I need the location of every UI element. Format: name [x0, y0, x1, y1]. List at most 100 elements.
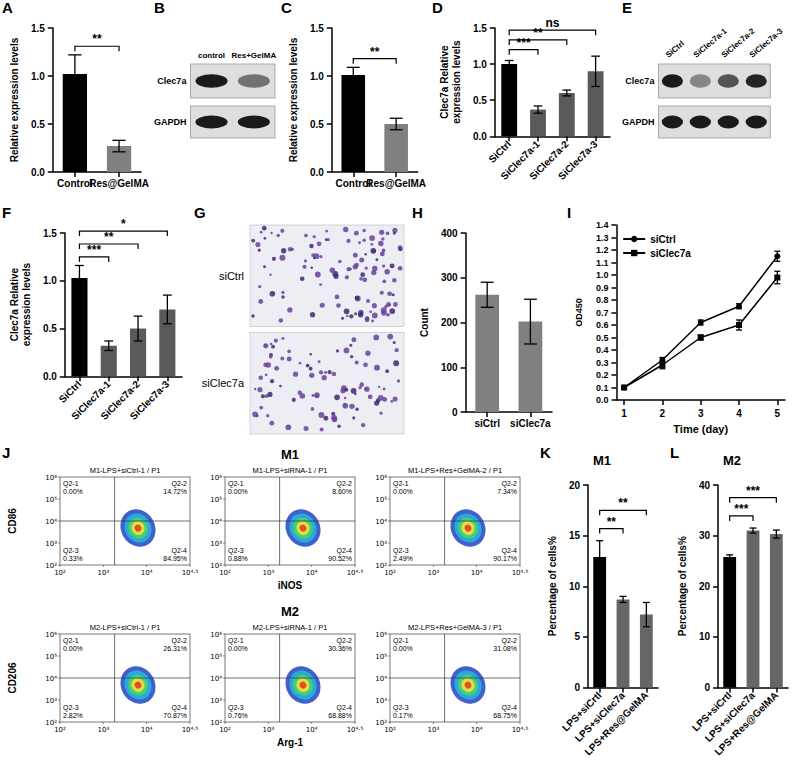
svg-text:0.6: 0.6: [596, 320, 609, 330]
svg-text:10⁴·⁵: 10⁴·⁵: [347, 569, 364, 577]
svg-text:Arg-1: Arg-1: [277, 737, 304, 748]
svg-text:30.36%: 30.36%: [328, 645, 352, 652]
svg-text:1.0: 1.0: [473, 59, 487, 70]
svg-text:0.00%: 0.00%: [63, 645, 83, 652]
svg-text:100: 100: [441, 362, 458, 373]
svg-text:Clec7a: Clec7a: [157, 76, 187, 86]
svg-text:10: 10: [699, 631, 711, 642]
svg-text:***: ***: [87, 243, 101, 257]
svg-text:14.72%: 14.72%: [163, 488, 187, 495]
svg-text:30: 30: [699, 530, 711, 541]
svg-text:siCtrl: siCtrl: [474, 418, 500, 429]
svg-text:SiClec7a-3: SiClec7a-3: [748, 26, 785, 59]
svg-text:90.17%: 90.17%: [493, 555, 517, 562]
svg-text:10⁴: 10⁴: [375, 518, 387, 526]
svg-text:10²: 10²: [210, 562, 222, 570]
svg-text:300: 300: [441, 272, 458, 283]
svg-text:0.00%: 0.00%: [63, 488, 83, 495]
svg-text:8.60%: 8.60%: [332, 488, 352, 495]
svg-text:Q2-4: Q2-4: [336, 547, 352, 555]
svg-text:Relative expression levels: Relative expression levels: [288, 37, 299, 162]
svg-text:Q2-4: Q2-4: [501, 547, 517, 555]
svg-text:0.5: 0.5: [596, 333, 609, 343]
svg-text:10⁴·⁵: 10⁴·⁵: [182, 569, 199, 577]
svg-text:0.00%: 0.00%: [228, 645, 248, 652]
svg-text:10²: 10²: [384, 726, 396, 734]
svg-text:expression levels: expression levels: [451, 40, 462, 124]
svg-text:10⁶: 10⁶: [375, 631, 387, 639]
svg-text:**: **: [92, 32, 102, 46]
svg-text:Q2-2: Q2-2: [501, 637, 517, 645]
svg-text:10²: 10²: [384, 569, 396, 577]
svg-text:10⁵: 10⁵: [375, 496, 387, 504]
svg-text:1.4: 1.4: [596, 220, 609, 230]
svg-text:10⁵: 10⁵: [45, 653, 57, 661]
svg-text:1.0: 1.0: [31, 71, 45, 82]
svg-text:Q2-1: Q2-1: [228, 480, 244, 488]
svg-text:7.34%: 7.34%: [497, 488, 517, 495]
svg-text:LPS+Res@GelMA: LPS+Res@GelMA: [582, 690, 650, 758]
svg-text:CD206: CD206: [7, 662, 18, 694]
svg-text:0: 0: [704, 682, 710, 693]
svg-text:0.17%: 0.17%: [393, 712, 413, 719]
svg-text:0.9: 0.9: [596, 283, 609, 293]
svg-text:Clec7a: Clec7a: [625, 76, 655, 86]
svg-text:0.5: 0.5: [31, 119, 45, 130]
svg-text:Q2-4: Q2-4: [501, 704, 517, 712]
svg-text:Control: Control: [57, 178, 93, 189]
svg-text:10⁵: 10⁵: [45, 496, 57, 504]
svg-text:0.0: 0.0: [43, 371, 57, 382]
svg-text:0.8: 0.8: [596, 295, 609, 305]
svg-text:2.49%: 2.49%: [393, 555, 413, 562]
svg-text:90.52%: 90.52%: [328, 555, 352, 562]
svg-text:**: **: [533, 26, 543, 40]
svg-text:400: 400: [441, 228, 458, 239]
svg-text:84.95%: 84.95%: [163, 555, 187, 562]
svg-text:siClec7a: siClec7a: [202, 377, 245, 389]
svg-text:68.88%: 68.88%: [328, 712, 352, 719]
svg-text:Q2-2: Q2-2: [336, 480, 352, 488]
svg-text:20: 20: [569, 480, 581, 491]
svg-text:GAPDH: GAPDH: [154, 117, 187, 127]
svg-text:Q2-2: Q2-2: [171, 637, 187, 645]
svg-text:10⁴: 10⁴: [306, 726, 318, 734]
svg-text:0.0: 0.0: [473, 131, 487, 142]
svg-text:10⁴: 10⁴: [471, 569, 483, 577]
svg-text:**: **: [607, 515, 617, 529]
svg-text:10²: 10²: [54, 726, 66, 734]
svg-text:GAPDH: GAPDH: [622, 117, 655, 127]
svg-text:Q2-1: Q2-1: [228, 637, 244, 645]
svg-text:68.75%: 68.75%: [493, 712, 517, 719]
svg-text:Q2-1: Q2-1: [393, 637, 409, 645]
svg-text:Q2-3: Q2-3: [228, 547, 244, 555]
svg-text:10: 10: [569, 581, 581, 592]
svg-text:10²: 10²: [219, 726, 231, 734]
svg-text:Q2-3: Q2-3: [393, 547, 409, 555]
svg-text:***: ***: [734, 502, 748, 516]
svg-text:10⁴: 10⁴: [141, 569, 153, 577]
svg-text:10²: 10²: [375, 719, 387, 727]
svg-text:10⁴·⁵: 10⁴·⁵: [182, 726, 199, 734]
svg-text:Q2-1: Q2-1: [63, 480, 79, 488]
svg-text:10²: 10²: [219, 569, 231, 577]
svg-text:10⁴: 10⁴: [306, 569, 318, 577]
svg-text:0.0: 0.0: [31, 167, 45, 178]
svg-text:1.5: 1.5: [31, 23, 45, 34]
svg-text:CD86: CD86: [7, 508, 18, 534]
svg-text:1.0: 1.0: [596, 270, 609, 280]
svg-text:10⁴·⁵: 10⁴·⁵: [512, 726, 529, 734]
svg-text:0.33%: 0.33%: [63, 555, 83, 562]
svg-text:31.08%: 31.08%: [493, 645, 517, 652]
svg-text:M1-LPS+siCtrl-1 / P1: M1-LPS+siCtrl-1 / P1: [90, 466, 161, 475]
svg-text:10⁴: 10⁴: [45, 675, 57, 683]
svg-text:10³: 10³: [97, 726, 109, 734]
svg-text:0.0: 0.0: [596, 395, 609, 405]
svg-text:Q2-3: Q2-3: [63, 547, 79, 555]
svg-text:0.76%: 0.76%: [228, 712, 248, 719]
svg-text:M1: M1: [281, 447, 299, 462]
svg-text:10⁴: 10⁴: [471, 726, 483, 734]
svg-text:0.3: 0.3: [596, 358, 609, 368]
svg-text:1.2: 1.2: [596, 245, 609, 255]
svg-text:0.1: 0.1: [596, 383, 609, 393]
svg-text:10⁴·⁵: 10⁴·⁵: [512, 569, 529, 577]
